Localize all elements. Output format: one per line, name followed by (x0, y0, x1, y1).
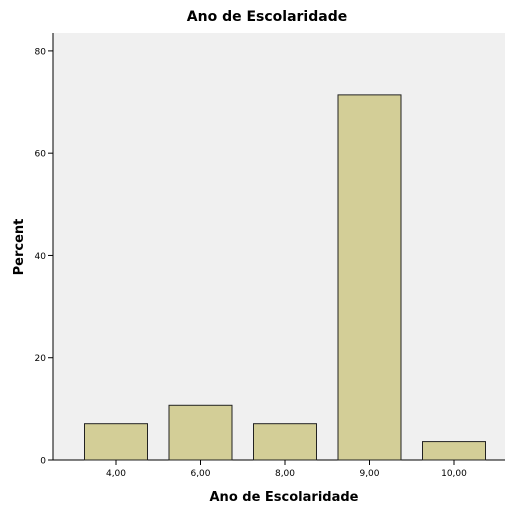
x-tick-label: 4,00 (106, 469, 126, 479)
x-axis-label: Ano de Escolaridade (210, 490, 359, 505)
x-tick-label: 10,00 (441, 469, 467, 479)
x-tick-label: 6,00 (190, 469, 210, 479)
bar-4-00 (84, 423, 148, 461)
x-tick-label: 8,00 (275, 469, 295, 479)
y-tick-label: 60 (35, 150, 47, 160)
bar-9-00 (337, 94, 402, 461)
y-tick-label: 80 (35, 47, 47, 57)
x-tick-label: 9,00 (359, 469, 379, 479)
plot-area (53, 33, 505, 460)
bar-6-00 (168, 404, 233, 461)
bar-10-00 (422, 441, 486, 461)
x-axis-ticks: 4,00 6,00 8,00 9,00 10,00 (106, 460, 467, 479)
bars-group (84, 94, 486, 461)
y-tick-label: 20 (35, 354, 47, 364)
y-axis-ticks: 0 20 40 60 80 (35, 47, 53, 467)
y-axis-label: Percent (12, 219, 27, 276)
chart-title: Ano de Escolaridade (187, 9, 347, 25)
y-tick-label: 40 (35, 252, 47, 262)
y-tick-label: 0 (40, 457, 46, 467)
bar-8-00 (253, 423, 317, 461)
